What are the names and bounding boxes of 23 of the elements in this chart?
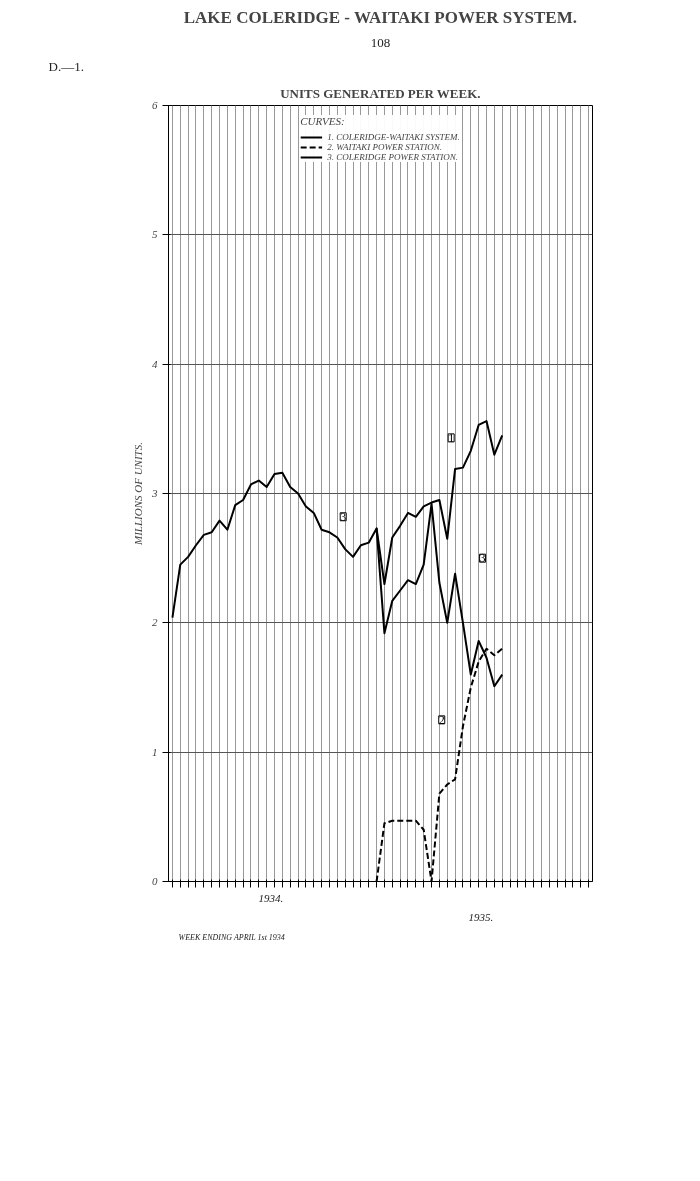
chart-title: LAKE COLERIDGE - WAITAKI POWER SYSTEM. <box>183 7 577 27</box>
legend-title: CURVES: <box>300 115 346 127</box>
legend-label: 2. WAITAKI POWER STATION. <box>327 142 443 152</box>
annotation: 3 <box>340 509 347 524</box>
legend-label: 3. COLERIDGE POWER STATION. <box>327 152 458 162</box>
text: 1935. <box>468 910 494 923</box>
y-tick-label: 5 <box>152 228 158 241</box>
text: 108 <box>370 34 391 50</box>
annotation: 2 <box>438 712 445 727</box>
y-tick-label: 0 <box>152 875 158 887</box>
chart-subtitle: UNITS GENERATED PER WEEK. <box>280 85 481 101</box>
y-tick-label: 1 <box>152 745 158 758</box>
text: WEEK ENDING APRIL 1st 1934 <box>178 932 285 942</box>
y-axis-title: MILLIONS OF UNITS. <box>132 442 144 546</box>
y-tick-label: 4 <box>152 357 158 370</box>
y-tick-label: 2 <box>152 616 158 629</box>
y-tick-label: 6 <box>152 99 158 111</box>
text: 1934. <box>258 891 284 904</box>
text: D.—1. <box>48 58 84 74</box>
annotation: 3 <box>479 551 486 566</box>
legend-label: 1. COLERIDGE-WAITAKI SYSTEM. <box>327 132 460 142</box>
annotation: 1 <box>448 430 455 445</box>
y-tick-label: 3 <box>151 487 158 499</box>
